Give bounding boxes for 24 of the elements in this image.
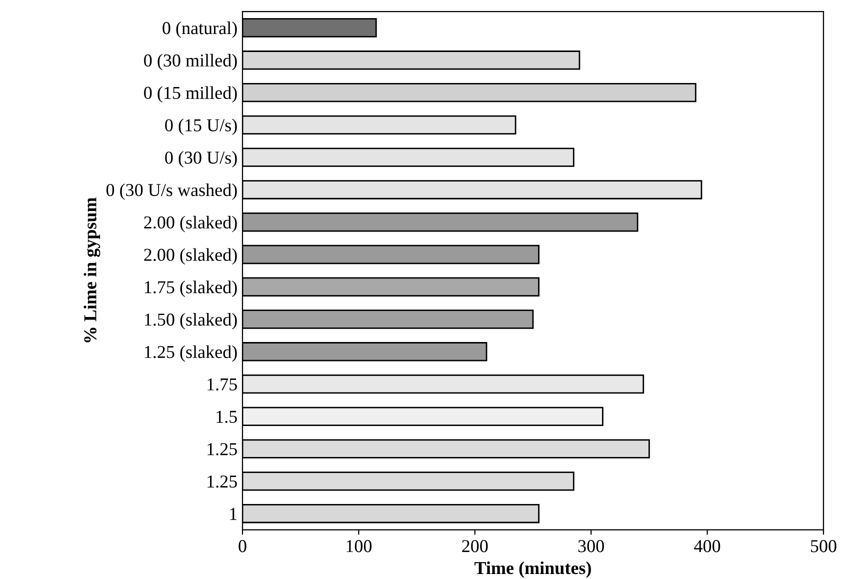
x-axis-title: Time (minutes) bbox=[474, 561, 591, 578]
x-tick-label: 300 bbox=[578, 540, 604, 552]
y-axis-title: % Lime in gypsum bbox=[84, 198, 100, 342]
y-tick-label: 1.5 bbox=[216, 410, 237, 423]
x-tick-label: 500 bbox=[810, 540, 836, 552]
y-tick-label: 0 (15 milled) bbox=[144, 86, 237, 103]
x-tick-label: 0 bbox=[238, 540, 246, 552]
y-tick-label: 1.50 (slaked) bbox=[144, 313, 237, 330]
y-tick-label: 1.25 bbox=[208, 443, 237, 456]
y-tick-label: 2.00 (slaked) bbox=[144, 248, 237, 265]
y-tick-label: 1.75 (slaked) bbox=[144, 280, 237, 297]
y-tick-label: 0 (natural) bbox=[162, 22, 237, 38]
x-tick-label: 100 bbox=[346, 540, 372, 552]
y-tick-label: 0 (30 U/s) bbox=[165, 151, 237, 168]
y-tick-label: 1.25 (slaked) bbox=[144, 345, 237, 362]
y-tick-label: 0 (30 U/s washed) bbox=[106, 183, 237, 200]
y-tick-label: 1 bbox=[230, 508, 237, 520]
x-tick-label: 400 bbox=[694, 540, 720, 552]
y-tick-label: 2.00 (slaked) bbox=[144, 216, 237, 232]
x-tick-label: 200 bbox=[462, 540, 488, 552]
y-tick-label: 1.75 bbox=[208, 378, 237, 391]
y-tick-label: 1.25 bbox=[208, 476, 237, 488]
y-tick-label: 0 (30 milled) bbox=[144, 54, 237, 70]
y-tick-label: 0 (15 U/s) bbox=[165, 118, 237, 136]
